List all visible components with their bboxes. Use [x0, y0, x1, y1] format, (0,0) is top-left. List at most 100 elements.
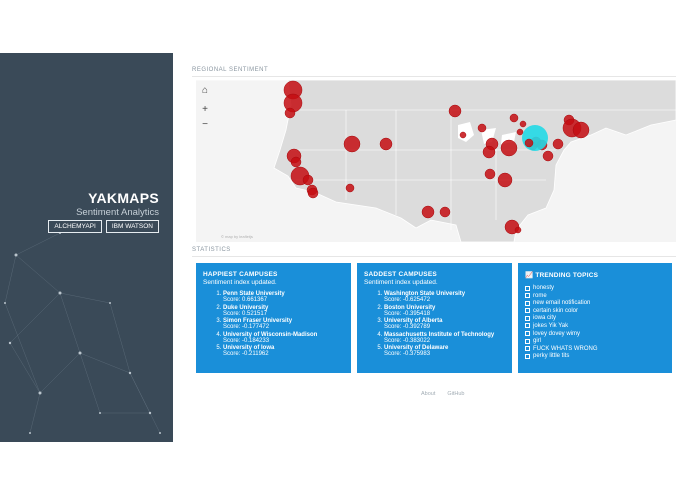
- trend-chart-icon: 📈: [525, 272, 534, 279]
- map-marker[interactable]: [497, 172, 513, 188]
- map-marker[interactable]: [448, 104, 462, 118]
- topic-label: girl: [533, 338, 542, 345]
- map-marker[interactable]: [477, 123, 487, 133]
- land-mass: [196, 80, 676, 242]
- checkbox-icon: [525, 346, 530, 352]
- trending-list: honesty rome new email notification cert…: [525, 285, 665, 359]
- trending-item[interactable]: honesty: [525, 285, 665, 291]
- saddest-title: SADDEST CAMPUSES: [364, 271, 437, 278]
- campus-score: Score: -0.211962: [223, 351, 269, 357]
- map-marker[interactable]: [572, 121, 590, 139]
- campus-score: Score: -0.625472: [384, 297, 431, 303]
- regional-sentiment-label: REGIONAL SENTIMENT: [192, 67, 269, 73]
- campus-name: University of Delaware: [384, 345, 449, 351]
- campus-name: Massachusetts Institute of Technology: [384, 331, 495, 338]
- trending-item[interactable]: lovey dovey wimy: [525, 331, 665, 337]
- trending-header: 📈 TRENDING TOPICS: [525, 271, 665, 279]
- campus-name: University of Alberta: [384, 318, 443, 324]
- trending-item[interactable]: jokes Yik Yak: [525, 323, 665, 329]
- checkbox-icon: [525, 300, 530, 306]
- app-title: YAKMAPS: [88, 190, 159, 206]
- highlighted-map-marker[interactable]: [522, 125, 548, 151]
- map-marker[interactable]: [307, 187, 319, 199]
- topic-label: perky little tits: [533, 353, 570, 360]
- map-marker[interactable]: [519, 120, 527, 128]
- app-subtitle: Sentiment Analytics: [76, 207, 159, 218]
- footer-links: About GitHub: [421, 391, 465, 397]
- map-marker[interactable]: [459, 131, 467, 139]
- checkbox-icon: [525, 293, 530, 299]
- map-marker[interactable]: [509, 113, 519, 123]
- saddest-campuses-card: SADDEST CAMPUSES Sentiment index updated…: [357, 263, 512, 373]
- alchemyapi-button[interactable]: ALCHEMYAPI: [48, 220, 102, 233]
- checkbox-icon: [525, 285, 530, 291]
- topic-label: honesty: [533, 285, 555, 291]
- map-marker[interactable]: [345, 183, 355, 193]
- checkbox-icon: [525, 353, 530, 359]
- map-marker[interactable]: [552, 138, 564, 150]
- zoom-out-button[interactable]: −: [202, 119, 208, 130]
- map-marker[interactable]: [439, 206, 451, 218]
- topic-label: new email notification: [533, 300, 591, 307]
- trending-item[interactable]: girl: [525, 338, 665, 344]
- campus-name: Duke University: [223, 304, 269, 311]
- map-marker[interactable]: [379, 137, 393, 151]
- map-marker[interactable]: [484, 168, 496, 180]
- trending-topics-card: 📈 TRENDING TOPICS honesty rome new email…: [518, 263, 672, 373]
- map-marker[interactable]: [514, 226, 522, 234]
- map-marker[interactable]: [524, 138, 534, 148]
- trending-item[interactable]: FUCK WHATS WRONG: [525, 346, 665, 352]
- sidebar: YAKMAPS Sentiment Analytics ALCHEMYAPI I…: [0, 53, 173, 442]
- trending-item[interactable]: certain skin color: [525, 308, 665, 314]
- about-link[interactable]: About: [421, 391, 436, 397]
- checkbox-icon: [525, 331, 530, 337]
- trending-item[interactable]: perky little tits: [525, 353, 665, 359]
- zoom-in-button[interactable]: +: [202, 104, 208, 115]
- campus-name: University of Wisconsin-Madison: [223, 331, 318, 338]
- map-marker[interactable]: [516, 128, 524, 136]
- map-marker[interactable]: [343, 135, 361, 153]
- campus-name: Simon Fraser University: [223, 318, 293, 324]
- campus-score: Score: -0.177472: [223, 324, 270, 330]
- trending-title: TRENDING TOPICS: [535, 272, 599, 279]
- topic-label: jokes Yik Yak: [533, 322, 569, 329]
- map-attribution: © map by leafletjs: [221, 234, 253, 239]
- saddest-status: Sentiment index updated.: [364, 279, 438, 286]
- map-marker[interactable]: [542, 150, 554, 162]
- statistics-label: STATISTICS: [192, 247, 231, 253]
- map-marker[interactable]: [421, 205, 435, 219]
- happiest-status: Sentiment index updated.: [203, 279, 277, 286]
- home-icon[interactable]: ⌂: [201, 85, 209, 96]
- topic-label: FUCK WHATS WRONG: [533, 345, 598, 352]
- github-link[interactable]: GitHub: [447, 391, 465, 397]
- checkbox-icon: [525, 323, 530, 329]
- map-marker[interactable]: [290, 156, 302, 168]
- campus-score: Score: -0.392789: [384, 324, 431, 330]
- trending-item[interactable]: iowa city: [525, 315, 665, 321]
- trending-item[interactable]: rome: [525, 293, 665, 299]
- ibm-watson-button[interactable]: IBM WATSON: [105, 220, 159, 233]
- campus-score: Score: -0.383022: [384, 337, 431, 344]
- map-marker[interactable]: [302, 174, 314, 186]
- map-canvas: [196, 80, 676, 242]
- trending-item[interactable]: new email notification: [525, 300, 665, 306]
- sentiment-map[interactable]: ⌂ + − © map by leafletjs: [196, 80, 676, 242]
- map-marker[interactable]: [284, 107, 296, 119]
- happiest-campuses-card: HAPPIEST CAMPUSES Sentiment index update…: [196, 263, 351, 373]
- map-marker[interactable]: [500, 139, 518, 157]
- network-background: [4, 232, 161, 434]
- campus-score: Score: 0.661367: [223, 297, 268, 303]
- map-marker[interactable]: [482, 145, 496, 159]
- checkbox-icon: [525, 315, 530, 321]
- campus-score: Score: -0.375983: [384, 351, 431, 357]
- topic-label: rome: [533, 292, 547, 299]
